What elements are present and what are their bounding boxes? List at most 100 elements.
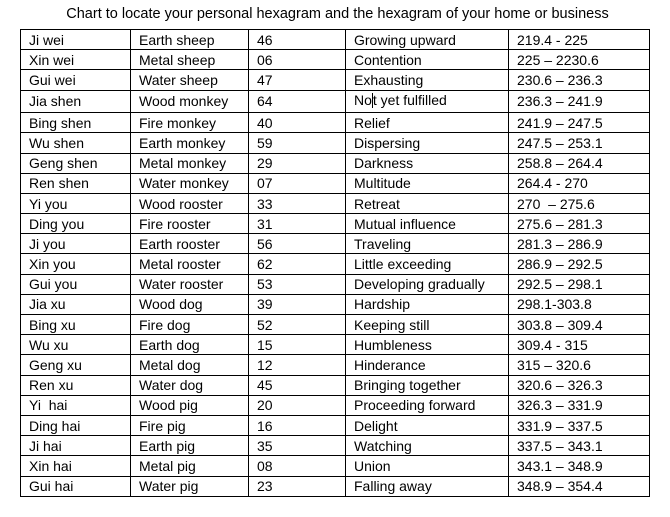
table-cell-hexagram-number[interactable]: 29 <box>248 152 346 174</box>
table-cell-stem-branch-name[interactable]: Geng xu <box>20 354 131 376</box>
table-cell-hexagram-number[interactable]: 06 <box>248 49 346 71</box>
table-cell-element-animal[interactable]: Fire monkey <box>130 112 249 134</box>
table-cell-stem-branch-name[interactable]: Gui wei <box>20 69 131 91</box>
table-cell-degree-range[interactable]: 292.5 – 298.1 <box>508 273 650 295</box>
table-cell-stem-branch-name[interactable]: Ren shen <box>20 172 131 194</box>
table-cell-hexagram-name[interactable]: Delight <box>345 414 509 437</box>
table-cell-degree-range[interactable]: 236.3 – 241.9 <box>508 89 650 114</box>
table-cell-degree-range[interactable]: 281.3 – 286.9 <box>508 233 650 255</box>
table-cell-hexagram-number[interactable]: 12 <box>248 354 346 376</box>
table-cell-element-animal[interactable]: Water pig <box>130 475 249 498</box>
table-cell-degree-range[interactable]: 309.4 - 315 <box>508 334 650 356</box>
table-cell-degree-range[interactable]: 258.8 – 264.4 <box>508 152 650 174</box>
table-cell-degree-range[interactable]: 241.9 – 247.5 <box>508 112 650 134</box>
table-cell-element-animal[interactable]: Metal pig <box>130 455 249 477</box>
table-cell-hexagram-number[interactable]: 39 <box>248 293 346 316</box>
table-cell-hexagram-number[interactable]: 20 <box>248 394 346 416</box>
table-cell-stem-branch-name[interactable]: Yi you <box>20 192 131 215</box>
table-cell-element-animal[interactable]: Earth sheep <box>130 28 249 51</box>
table-cell-hexagram-name[interactable]: Humbleness <box>345 334 509 356</box>
table-cell-degree-range[interactable]: 303.8 – 309.4 <box>508 314 650 336</box>
table-cell-hexagram-name[interactable]: Exhausting <box>345 69 509 91</box>
table-cell-degree-range[interactable]: 225 – 2230.6 <box>508 49 650 71</box>
table-cell-degree-range[interactable]: 219.4 - 225 <box>508 28 650 51</box>
table-cell-element-animal[interactable]: Wood dog <box>130 293 249 316</box>
table-cell-degree-range[interactable]: 270 – 275.6 <box>508 192 650 215</box>
table-cell-hexagram-name[interactable]: Relief <box>345 112 509 134</box>
table-cell-hexagram-name[interactable]: Keeping still <box>345 314 509 336</box>
table-cell-hexagram-number[interactable]: 16 <box>248 414 346 437</box>
table-cell-degree-range[interactable]: 331.9 – 337.5 <box>508 414 650 437</box>
table-cell-stem-branch-name[interactable]: Ji wei <box>20 28 131 51</box>
table-cell-hexagram-name[interactable]: Traveling <box>345 233 509 255</box>
table-cell-stem-branch-name[interactable]: Jia xu <box>20 293 131 316</box>
table-cell-degree-range[interactable]: 348.9 – 354.4 <box>508 475 650 498</box>
table-cell-hexagram-name[interactable]: Growing upward <box>345 28 509 51</box>
table-cell-element-animal[interactable]: Earth pig <box>130 435 249 457</box>
table-cell-hexagram-name[interactable]: Union <box>345 455 509 477</box>
table-cell-stem-branch-name[interactable]: Ding you <box>20 213 131 235</box>
table-cell-stem-branch-name[interactable]: Bing shen <box>20 112 131 134</box>
table-cell-hexagram-number[interactable]: 15 <box>248 334 346 356</box>
table-cell-element-animal[interactable]: Fire rooster <box>130 213 249 235</box>
table-cell-hexagram-number[interactable]: 59 <box>248 132 346 154</box>
table-cell-stem-branch-name[interactable]: Wu xu <box>20 334 131 356</box>
table-cell-element-animal[interactable]: Wood monkey <box>130 89 249 114</box>
table-cell-element-animal[interactable]: Water dog <box>130 374 249 396</box>
table-cell-hexagram-number[interactable]: 45 <box>248 374 346 396</box>
table-cell-stem-branch-name[interactable]: Xin wei <box>20 49 131 71</box>
table-cell-element-animal[interactable]: Wood rooster <box>130 192 249 215</box>
table-cell-degree-range[interactable]: 230.6 – 236.3 <box>508 69 650 91</box>
table-cell-hexagram-name[interactable]: Darkness <box>345 152 509 174</box>
table-cell-hexagram-number[interactable]: 08 <box>248 455 346 477</box>
table-cell-degree-range[interactable]: 337.5 – 343.1 <box>508 435 650 457</box>
table-cell-hexagram-name[interactable]: Hinderance <box>345 354 509 376</box>
table-cell-stem-branch-name[interactable]: Ding hai <box>20 414 131 437</box>
table-cell-stem-branch-name[interactable]: Wu shen <box>20 132 131 154</box>
table-cell-hexagram-number[interactable]: 07 <box>248 172 346 194</box>
table-cell-stem-branch-name[interactable]: Ren xu <box>20 374 131 396</box>
table-cell-element-animal[interactable]: Metal rooster <box>130 253 249 275</box>
table-cell-hexagram-name[interactable]: Not yet fulfilled <box>345 89 509 114</box>
table-cell-hexagram-name[interactable]: Multitude <box>345 172 509 194</box>
table-cell-element-animal[interactable]: Earth monkey <box>130 132 249 154</box>
table-cell-hexagram-number[interactable]: 40 <box>248 112 346 134</box>
table-cell-hexagram-name[interactable]: Little exceeding <box>345 253 509 275</box>
table-cell-element-animal[interactable]: Metal sheep <box>130 49 249 71</box>
table-cell-element-animal[interactable]: Metal monkey <box>130 152 249 174</box>
table-cell-hexagram-name[interactable]: Bringing together <box>345 374 509 396</box>
table-cell-hexagram-number[interactable]: 23 <box>248 475 346 498</box>
table-cell-stem-branch-name[interactable]: Gui you <box>20 273 131 295</box>
table-cell-hexagram-name[interactable]: Hardship <box>345 293 509 316</box>
table-cell-degree-range[interactable]: 343.1 – 348.9 <box>508 455 650 477</box>
table-cell-hexagram-name[interactable]: Retreat <box>345 192 509 215</box>
table-cell-hexagram-number[interactable]: 56 <box>248 233 346 255</box>
table-cell-hexagram-number[interactable]: 47 <box>248 69 346 91</box>
table-cell-hexagram-name[interactable]: Falling away <box>345 475 509 498</box>
table-cell-element-animal[interactable]: Fire dog <box>130 314 249 336</box>
table-cell-stem-branch-name[interactable]: Bing xu <box>20 314 131 336</box>
table-cell-hexagram-name[interactable]: Mutual influence <box>345 213 509 235</box>
table-cell-stem-branch-name[interactable]: Ji hai <box>20 435 131 457</box>
table-cell-hexagram-name[interactable]: Dispersing <box>345 132 509 154</box>
table-cell-hexagram-number[interactable]: 52 <box>248 314 346 336</box>
table-cell-element-animal[interactable]: Metal dog <box>130 354 249 376</box>
table-cell-hexagram-name[interactable]: Contention <box>345 49 509 71</box>
table-cell-degree-range[interactable]: 264.4 - 270 <box>508 172 650 194</box>
table-cell-stem-branch-name[interactable]: Jia shen <box>20 89 131 114</box>
table-cell-element-animal[interactable]: Fire pig <box>130 414 249 437</box>
table-cell-hexagram-number[interactable]: 46 <box>248 28 346 51</box>
table-cell-hexagram-name[interactable]: Developing gradually <box>345 273 509 295</box>
table-cell-hexagram-number[interactable]: 53 <box>248 273 346 295</box>
table-cell-stem-branch-name[interactable]: Ji you <box>20 233 131 255</box>
table-cell-stem-branch-name[interactable]: Xin you <box>20 253 131 275</box>
table-cell-element-animal[interactable]: Earth dog <box>130 334 249 356</box>
table-cell-hexagram-number[interactable]: 35 <box>248 435 346 457</box>
table-cell-element-animal[interactable]: Water sheep <box>130 69 249 91</box>
table-cell-stem-branch-name[interactable]: Xin hai <box>20 455 131 477</box>
table-cell-degree-range[interactable]: 286.9 – 292.5 <box>508 253 650 275</box>
table-cell-degree-range[interactable]: 275.6 – 281.3 <box>508 213 650 235</box>
table-cell-hexagram-number[interactable]: 31 <box>248 213 346 235</box>
table-cell-degree-range[interactable]: 298.1-303.8 <box>508 293 650 316</box>
table-cell-hexagram-name[interactable]: Proceeding forward <box>345 394 509 416</box>
